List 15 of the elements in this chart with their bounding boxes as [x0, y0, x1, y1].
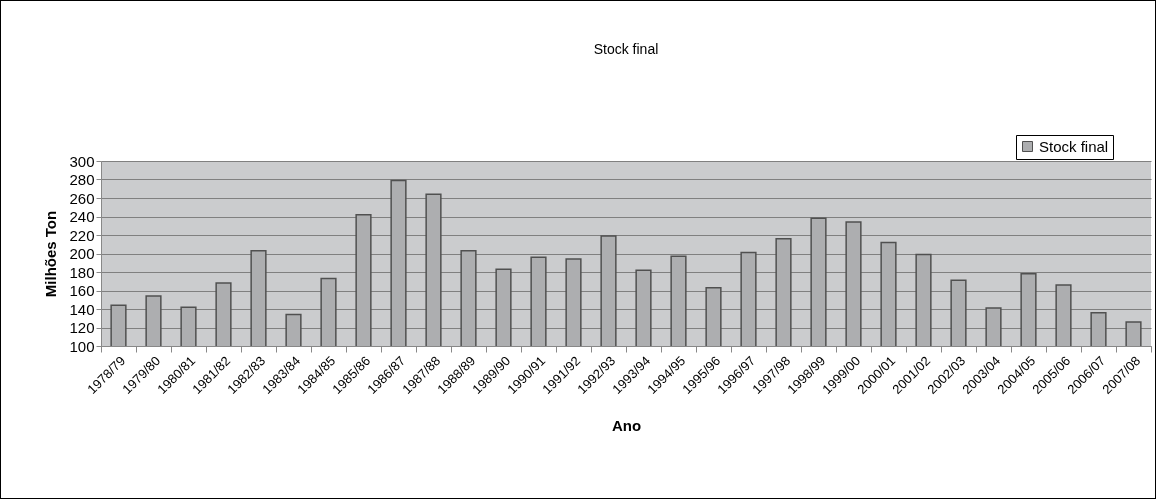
chart-title: Stock final — [593, 40, 659, 57]
y-tick-label: 100 — [69, 337, 95, 355]
y-tick-label: 300 — [69, 152, 95, 170]
x-axis-title: Ano — [611, 416, 642, 434]
y-tick-label: 180 — [69, 263, 95, 281]
y-tick-label: 140 — [69, 300, 95, 318]
y-tick-label: 260 — [69, 189, 95, 207]
y-axis-title: Milhões Ton — [42, 210, 60, 298]
legend-label: Stock final — [1039, 137, 1109, 155]
y-tick-label: 220 — [69, 226, 95, 244]
y-tick-label: 280 — [69, 171, 95, 188]
y-tick-label: 120 — [69, 319, 95, 336]
y-tick-label: 160 — [69, 282, 95, 299]
y-tick-label: 200 — [69, 245, 95, 262]
y-tick-label: 240 — [69, 208, 95, 225]
